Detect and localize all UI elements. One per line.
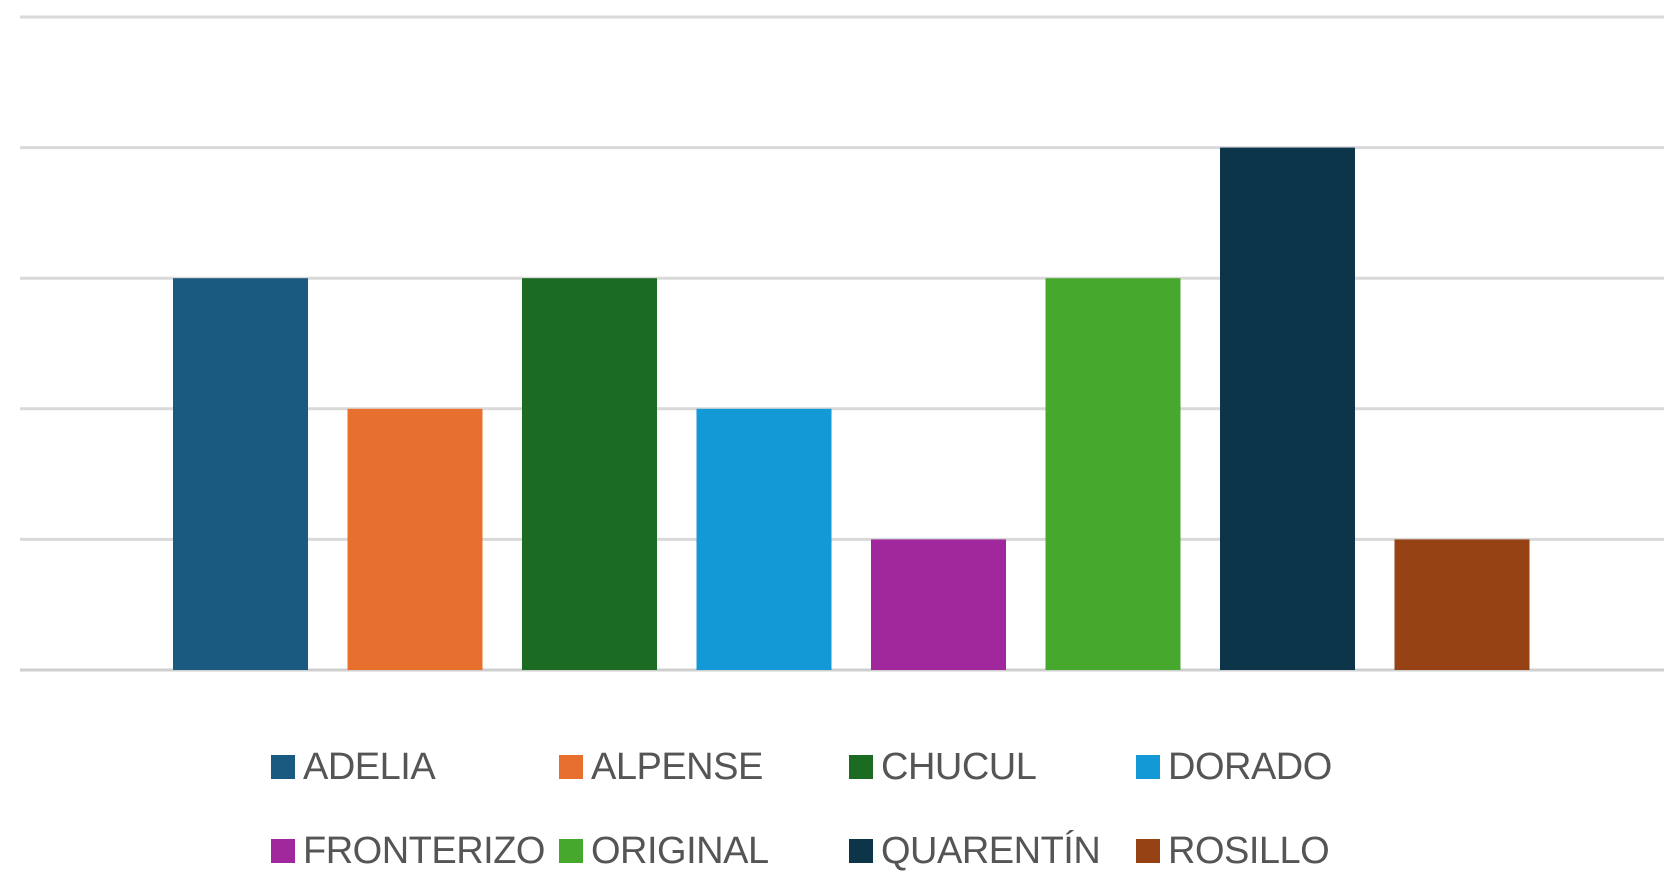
legend-item-original: ORIGINAL xyxy=(559,830,769,872)
legend-item-adelia: ADELIA xyxy=(271,746,437,788)
bar-adelia xyxy=(173,278,308,670)
bar-alpense xyxy=(347,408,483,670)
legend-label: FRONTERIZO xyxy=(303,830,545,872)
bar-rosillo xyxy=(1394,539,1530,670)
bar-chucul xyxy=(522,278,657,670)
legend-label: DORADO xyxy=(1168,746,1332,788)
legend-item-rosillo: ROSILLO xyxy=(1136,830,1330,872)
legend-item-quarentín: QUARENTÍN xyxy=(849,829,1101,872)
legend-label: ADELIA xyxy=(303,746,436,788)
bars xyxy=(173,147,1530,671)
legend-item-chucul: CHUCUL xyxy=(849,746,1037,788)
legend-swatch xyxy=(271,755,295,779)
legend: ADELIA ALPENSE CHUCUL DORADO FRONTERIZO ORIGI… xyxy=(271,746,1332,872)
legend-swatch xyxy=(849,839,873,863)
bar-fronterizo xyxy=(871,539,1006,670)
legend-label: ORIGINAL xyxy=(591,830,769,872)
legend-swatch xyxy=(271,839,295,863)
legend-item-fronterizo: FRONTERIZO xyxy=(271,830,545,872)
legend-label: QUARENTÍN xyxy=(881,829,1100,872)
legend-swatch xyxy=(1136,839,1160,863)
legend-item-alpense: ALPENSE xyxy=(559,746,763,788)
legend-item-dorado: DORADO xyxy=(1136,746,1332,788)
bar-dorado xyxy=(696,408,832,670)
legend-swatch xyxy=(559,755,583,779)
legend-swatch xyxy=(559,839,583,863)
legend-label: ALPENSE xyxy=(591,746,763,788)
bar-quarentín xyxy=(1220,147,1355,671)
legend-label: ROSILLO xyxy=(1168,830,1329,872)
legend-swatch xyxy=(1136,755,1160,779)
legend-swatch xyxy=(849,755,873,779)
bar-original xyxy=(1045,278,1181,670)
legend-label: CHUCUL xyxy=(881,746,1036,788)
